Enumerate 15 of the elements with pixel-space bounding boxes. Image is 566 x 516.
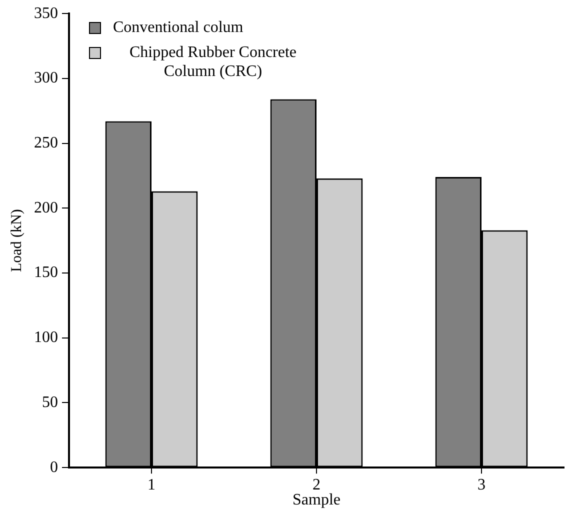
y-tick-label: 300 [34,70,58,87]
legend-label: Chipped Rubber Concrete Column (CRC) [128,42,298,81]
x-tick-label: 3 [478,476,486,494]
x-axis-title: Sample [292,492,340,509]
y-tick-label: 200 [34,199,58,216]
x-tick-label: 2 [312,476,320,494]
y-axis-title: Load (kN) [8,209,25,272]
legend-label: Conventional colum [113,18,244,37]
x-tick-label: 1 [148,476,156,494]
y-tick-label: 0 [50,458,58,476]
y-tick-label: 100 [34,329,58,346]
y-tick-label: 150 [34,264,58,282]
y-tick-label: 50 [42,394,58,411]
y-tick-label: 350 [34,4,58,22]
y-tick-label: 250 [34,134,58,152]
